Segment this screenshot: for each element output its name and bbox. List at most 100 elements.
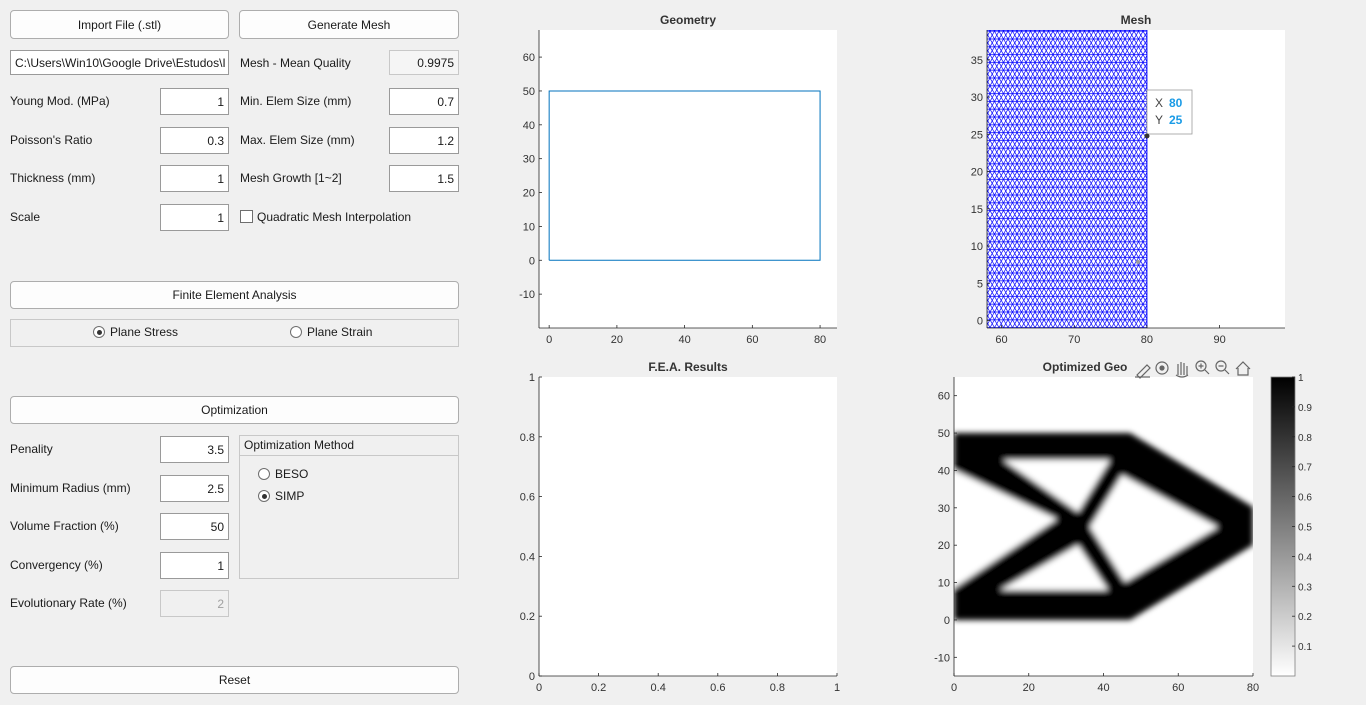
young-modulus-label: Young Mod. (MPa) [10, 94, 110, 108]
datatip-y-value: 25 [1169, 113, 1183, 127]
datatip-x-label: X [1155, 96, 1163, 110]
datatip-icon[interactable] [1155, 361, 1169, 375]
mesh-datatip[interactable]: X 80 Y 25 [1144, 89, 1193, 139]
fea-x-tick-label: 0.6 [710, 682, 725, 694]
geometry-x-tick-label: 0 [546, 334, 552, 346]
geometry-x-tick-label: 20 [611, 334, 623, 346]
optimized-y-tick-label: 30 [938, 503, 950, 515]
thickness-label: Thickness (mm) [10, 171, 96, 185]
geometry-axes[interactable] [539, 30, 837, 328]
mesh-x-tick-label: 70 [1068, 334, 1080, 346]
optimized-y-tick-label: 10 [938, 578, 950, 590]
optimized-x-tick-label: 20 [1023, 682, 1035, 694]
fea-y-tick-label: 0.8 [520, 432, 535, 444]
penalty-label: Penality [10, 442, 53, 456]
quadratic-mesh-checkbox[interactable] [240, 210, 253, 223]
optimized-y-tick-label: 40 [938, 465, 950, 477]
min-elem-size-field[interactable]: 0.7 [389, 88, 459, 115]
colorbar-tick-label: 0.5 [1298, 523, 1312, 534]
fea-x-tick-label: 1 [834, 682, 840, 694]
beso-radio[interactable] [258, 468, 270, 480]
geometry-y-tick-label: 30 [523, 154, 535, 166]
fea-y-tick-label: 0.6 [520, 492, 535, 504]
colorbar-tick-label: 0.8 [1298, 433, 1312, 444]
fea-y-tick-label: 0.4 [520, 551, 535, 563]
mesh-y-tick-label: 10 [971, 241, 983, 253]
mesh-x-tick-label: 90 [1213, 334, 1225, 346]
home-icon[interactable] [1235, 361, 1251, 376]
optimized-y-tick-label: 0 [944, 615, 950, 627]
mesh-quality-label: Mesh - Mean Quality [240, 56, 351, 70]
optimized-y-tick-label: 50 [938, 428, 950, 440]
mesh-x-tick-label: 60 [995, 334, 1007, 346]
simp-radio[interactable] [258, 490, 270, 502]
reset-button[interactable]: Reset [10, 666, 459, 694]
poisson-ratio-label: Poisson's Ratio [10, 133, 93, 147]
geometry-outline [548, 90, 821, 261]
plane-strain-radio[interactable] [290, 326, 302, 338]
optimization-method-header [240, 436, 458, 456]
colorbar[interactable] [1270, 376, 1296, 677]
fea-y-tick-label: 0.2 [520, 611, 535, 623]
file-path-field[interactable]: C:\Users\Win10\Google Drive\Estudos\I [10, 50, 229, 75]
mesh-region [987, 30, 1148, 328]
colorbar-tick-label: 0.2 [1298, 612, 1312, 623]
optimized-x-tick-label: 0 [951, 682, 957, 694]
geometry-x-tick-label: 80 [814, 334, 826, 346]
pan-icon[interactable] [1175, 362, 1189, 378]
colorbar-tick-label: 0.4 [1298, 552, 1312, 563]
mesh-y-tick-label: 30 [971, 92, 983, 104]
fea-x-tick-label: 0.4 [651, 682, 666, 694]
optimized-x-tick-label: 80 [1247, 682, 1259, 694]
axes-toolbar [1135, 360, 1251, 379]
young-modulus-field[interactable]: 1 [160, 88, 229, 115]
zoom-in-icon[interactable] [1195, 360, 1210, 375]
mesh-growth-label: Mesh Growth [1~2] [240, 171, 342, 185]
minimum-radius-field[interactable]: 2.5 [160, 475, 229, 502]
convergency-label: Convergency (%) [10, 558, 103, 572]
thickness-field[interactable]: 1 [160, 165, 229, 192]
mesh-growth-field[interactable]: 1.5 [389, 165, 459, 192]
optimized-x-tick-label: 60 [1172, 682, 1184, 694]
colorbar-tick-label: 0.1 [1298, 642, 1312, 653]
fea-x-tick-label: 0.2 [591, 682, 606, 694]
evolutionary-rate-label: Evolutionary Rate (%) [10, 596, 127, 610]
geometry-x-tick-label: 40 [678, 334, 690, 346]
mesh-y-tick-label: 20 [971, 167, 983, 179]
geometry-y-tick-label: -10 [519, 289, 535, 301]
mesh-x-tick-label: 80 [1141, 334, 1153, 346]
convergency-field[interactable]: 1 [160, 552, 229, 579]
max-elem-size-field[interactable]: 1.2 [389, 127, 459, 154]
optimization-button[interactable]: Optimization [10, 396, 459, 424]
evolutionary-rate-field: 2 [160, 590, 229, 617]
generate-mesh-button[interactable]: Generate Mesh [239, 10, 459, 39]
mesh-y-tick-label: 25 [971, 129, 983, 141]
finite-element-analysis-button[interactable]: Finite Element Analysis [10, 281, 459, 309]
quadratic-mesh-label: Quadratic Mesh Interpolation [257, 210, 412, 224]
colorbar-tick-label: 0.9 [1298, 403, 1312, 414]
volume-fraction-field[interactable]: 50 [160, 513, 229, 540]
mesh-y-tick-label: 35 [971, 55, 983, 67]
fea-y-tick-label: 1 [529, 372, 535, 384]
datatip-y-label: Y [1155, 113, 1163, 127]
geometry-y-tick-label: 10 [523, 221, 535, 233]
fea-y-tick-label: 0 [529, 671, 535, 683]
analysis-type-group [10, 319, 459, 347]
poisson-ratio-field[interactable]: 0.3 [160, 127, 229, 154]
optimized-y-tick-label: 60 [938, 391, 950, 403]
geometry-y-tick-label: 0 [529, 255, 535, 267]
import-file-button[interactable]: Import File (.stl) [10, 10, 229, 39]
brush-icon[interactable] [1135, 364, 1151, 379]
scale-field[interactable]: 1 [160, 204, 229, 231]
simp-label: SIMP [275, 489, 305, 503]
optimization-method-title: Optimization Method [244, 438, 355, 452]
geometry-y-tick-label: 60 [523, 52, 535, 64]
colorbar-ticks: 0.1 0.2 0.3 0.4 0.5 0.6 0.7 0.8 0.9 1 [1292, 373, 1312, 653]
zoom-out-icon[interactable] [1215, 360, 1230, 375]
fea-results-axes[interactable] [539, 377, 837, 676]
optimization-method-group [239, 435, 459, 579]
penalty-field[interactable]: 3.5 [160, 436, 229, 463]
plane-stress-radio[interactable] [93, 326, 105, 338]
